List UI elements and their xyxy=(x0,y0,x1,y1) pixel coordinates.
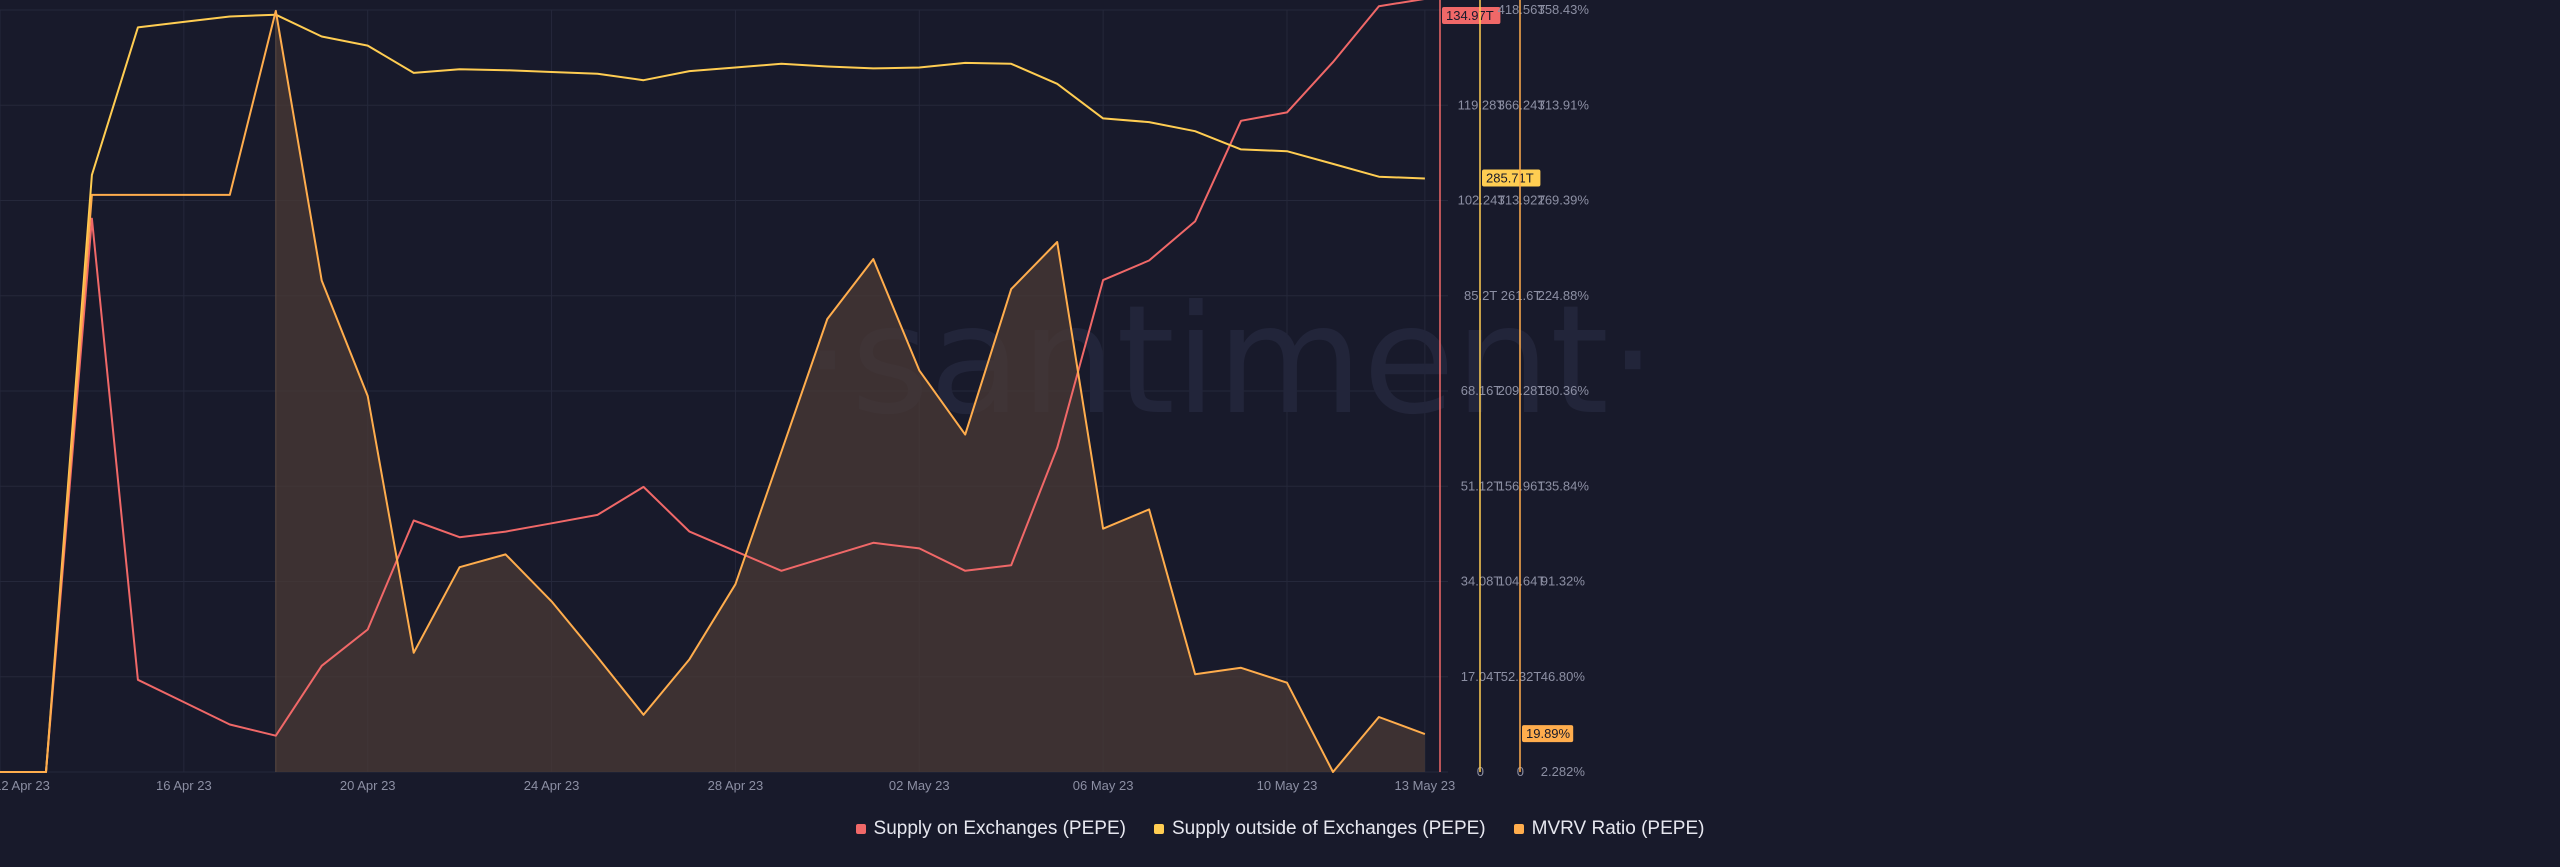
legend-swatch-mvrv-ratio xyxy=(1513,824,1524,834)
y-tick-label-mvrv: 224.88% xyxy=(1538,288,1590,303)
y-tick-label-mvrv: 46.80% xyxy=(1541,669,1586,684)
series-lines xyxy=(0,0,1426,773)
legend-label-supply-outside-exchanges: Supply outside of Exchanges (PEPE) xyxy=(1171,818,1486,839)
x-tick-label: 10 May 23 xyxy=(1257,778,1318,793)
last-value-label-supply-on-exchanges: 134.97T xyxy=(1446,8,1494,23)
y-tick-label-supply-outside-exchanges: 156.96T xyxy=(1498,478,1546,493)
legend-swatch-supply-outside-exchanges xyxy=(1153,824,1164,834)
series-line-supply-on-exchanges xyxy=(0,0,1425,773)
y-tick-label-supply-outside-exchanges: 209.28T xyxy=(1498,383,1546,398)
y-tick-label-supply-outside-exchanges: 313.92T xyxy=(1498,193,1546,208)
y-tick-label-supply-on-exchanges: 68.16T xyxy=(1461,383,1502,398)
last-value-badge-supply-outside-exchanges xyxy=(1482,169,1541,187)
y-tick-label-supply-outside-exchanges: 52.32T xyxy=(1501,669,1542,684)
y-tick-label-supply-outside-exchanges: 366.24T xyxy=(1498,97,1546,112)
y-tick-label-supply-on-exchanges: 51.12T xyxy=(1461,478,1502,493)
y-tick-label-supply-outside-exchanges: 261.6T xyxy=(1501,288,1542,303)
x-tick-label: 06 May 23 xyxy=(1073,778,1134,793)
y-tick-label-supply-on-exchanges: 119.28T xyxy=(1458,97,1505,112)
y-tick-label-mvrv: 358.43% xyxy=(1538,2,1590,17)
y-tick-label-supply-on-exchanges: 34.08T xyxy=(1461,574,1502,589)
y-tick-label-mvrv: 313.91% xyxy=(1538,97,1590,112)
legend-item-supply-on-exchanges[interactable]: Supply on Exchanges (PEPE) xyxy=(855,818,1126,840)
axes: 12 Apr 23 16 Apr 23 20 Apr 23 24 Apr 23 28 A… xyxy=(0,0,1589,793)
x-tick-label: 20 Apr 23 xyxy=(340,778,396,793)
legend: Supply on Exchanges (PEPE) Supply outsid… xyxy=(0,818,2560,840)
x-tick-label: 28 Apr 23 xyxy=(708,778,764,793)
y-tick-label-mvrv: 2.282% xyxy=(1541,764,1586,779)
x-tick-label: 16 Apr 23 xyxy=(156,778,212,793)
legend-label-supply-on-exchanges: Supply on Exchanges (PEPE) xyxy=(873,818,1126,839)
legend-label-mvrv-ratio: MVRV Ratio (PEPE) xyxy=(1531,818,1705,839)
y-tick-label-supply-outside-exchanges: 418.56T xyxy=(1498,2,1546,17)
legend-item-supply-outside-exchanges[interactable]: Supply outside of Exchanges (PEPE) xyxy=(1153,818,1486,840)
y-tick-label-supply-outside-exchanges: 104.64T xyxy=(1498,574,1546,589)
legend-swatch-supply-on-exchanges xyxy=(855,824,866,834)
legend-item-mvrv-ratio[interactable]: MVRV Ratio (PEPE) xyxy=(1513,818,1705,840)
y-tick-label-mvrv: 269.39% xyxy=(1538,193,1590,208)
mvrv-fill-layer xyxy=(275,10,1425,772)
series-line-supply-outside-exchanges xyxy=(0,13,1425,773)
mvrv-area xyxy=(275,10,1425,772)
x-tick-label: 02 May 23 xyxy=(889,778,950,793)
y-tick-label-mvrv: 180.36% xyxy=(1538,383,1590,398)
last-value-label-mvrv: 19.89% xyxy=(1526,726,1571,741)
y-tick-label-supply-on-exchanges: 17.04T xyxy=(1461,669,1502,684)
y-tick-label-supply-on-exchanges: 102.24T xyxy=(1458,193,1506,208)
x-tick-label: 13 May 23 xyxy=(1395,778,1456,793)
y-tick-label-mvrv: 135.84% xyxy=(1538,478,1590,493)
last-value-badge-mvrv xyxy=(1522,725,1574,743)
x-tick-label: 12 Apr 23 xyxy=(0,778,50,793)
x-tick-label: 24 Apr 23 xyxy=(524,778,580,793)
last-value-badge-supply-on-exchanges xyxy=(1442,7,1501,24)
y-tick-label-mvrv: 91.32% xyxy=(1541,574,1586,589)
last-value-label-supply-outside-exchanges: 285.71T xyxy=(1486,171,1534,186)
series-line-mvrv xyxy=(0,9,1426,773)
